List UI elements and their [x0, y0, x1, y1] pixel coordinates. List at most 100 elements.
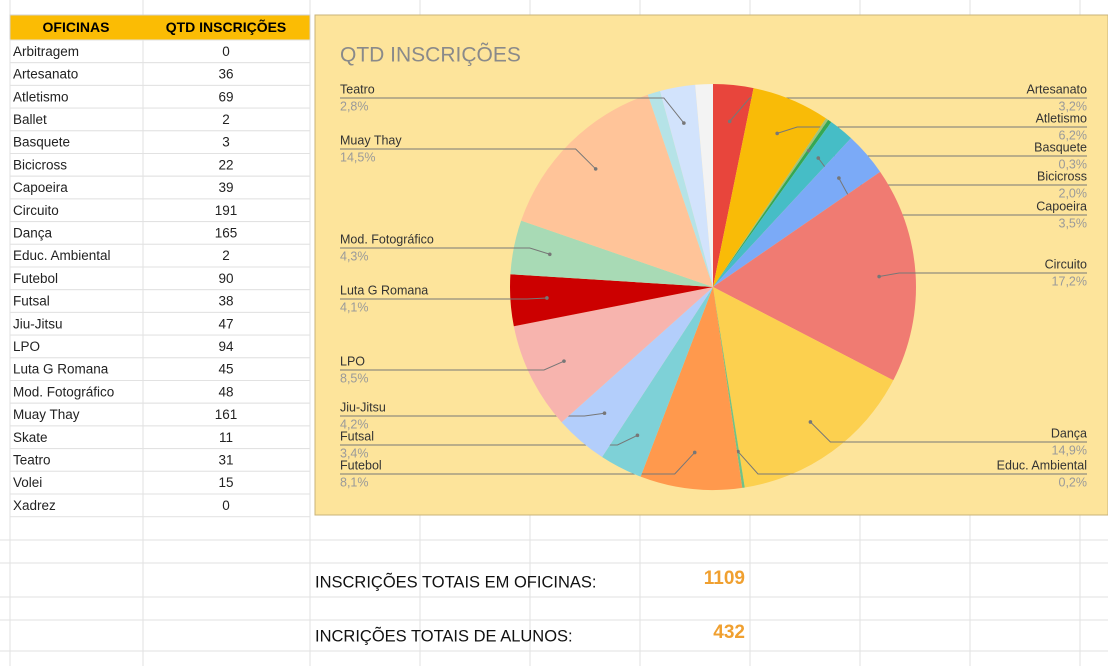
cell: 31	[218, 453, 233, 468]
slice-value-label: 8,1%	[340, 475, 369, 489]
leader-line	[340, 360, 565, 371]
cell: Futsal	[13, 294, 50, 309]
table-row	[9, 221, 311, 245]
slice-label: Muay Thay	[340, 133, 402, 147]
cell: Educ. Ambiental	[13, 248, 111, 263]
cell: Artesanato	[13, 67, 78, 82]
slice-value-label: 3,4%	[340, 446, 369, 460]
cell: Mod. Fotográfico	[13, 384, 114, 399]
slice-value-label: 2,8%	[340, 99, 369, 113]
leader-dot	[775, 131, 779, 136]
summary-label: INSCRIÇÕES TOTAIS EM OFICINAS:	[315, 571, 596, 591]
pie-slice	[602, 287, 713, 477]
cell: 39	[218, 180, 233, 195]
cell: Xadrez	[13, 498, 56, 513]
header-cell: OFICINAS	[43, 19, 110, 35]
slice-label: Basquete	[1034, 140, 1087, 154]
table-row	[9, 107, 311, 132]
cell: 3	[222, 135, 230, 150]
leader-dot	[545, 296, 549, 300]
leader-dot	[692, 450, 697, 455]
cell: Luta G Romana	[13, 362, 109, 377]
cell: LPO	[13, 339, 40, 354]
summary-value: 1109	[704, 568, 745, 589]
summary-value: 432	[713, 622, 745, 643]
pie-slice	[640, 287, 743, 490]
slice-value-label: 0,2%	[1059, 475, 1088, 489]
pie-slice	[713, 171, 916, 381]
pie-slice	[713, 84, 754, 287]
slice-value-label: 14,9%	[1052, 443, 1087, 457]
leader-dot	[562, 359, 566, 363]
leader-dot	[682, 121, 686, 125]
cell: 69	[218, 89, 233, 104]
cell: Capoeira	[13, 180, 68, 195]
slice-value-label: 4,1%	[340, 300, 369, 314]
leader-line	[810, 421, 1087, 443]
summary-label: INCRIÇÕES TOTAIS DE ALUNOS:	[315, 625, 573, 645]
slice-label: Bicicross	[1037, 169, 1087, 183]
slice-label: Artesanato	[1027, 82, 1088, 96]
pie-slice	[713, 122, 852, 287]
slice-label: LPO	[340, 354, 365, 368]
slice-value-label: 2,0%	[1059, 186, 1088, 200]
pie-slice	[713, 118, 829, 287]
slice-label: Mod. Fotográfico	[340, 232, 434, 246]
slice-value-label: 8,5%	[340, 371, 369, 385]
cell: 45	[218, 362, 233, 377]
header-cell: QTD INSCRIÇÕES	[166, 18, 287, 35]
pie-slice	[521, 94, 713, 287]
slice-value-label: 3,2%	[1059, 99, 1088, 113]
leader-line	[340, 452, 696, 475]
cell: Futebol	[13, 271, 58, 286]
table-row	[9, 448, 311, 472]
cell: 2	[222, 112, 230, 127]
slice-value-label: 3,5%	[1059, 216, 1088, 230]
cell: Jiu-Jitsu	[13, 316, 63, 331]
leader-line	[340, 297, 547, 300]
table-row	[9, 470, 311, 495]
pie-slice	[510, 220, 713, 287]
cell: Teatro	[13, 453, 51, 468]
cell: 94	[218, 339, 234, 354]
cell: 36	[218, 67, 233, 82]
pie-slice	[561, 287, 713, 458]
chart-title: QTD INSCRIÇÕES	[340, 43, 521, 67]
pie-slice	[713, 88, 827, 288]
leader-dot	[736, 449, 740, 454]
cell: 0	[222, 44, 230, 59]
slice-label: Educ. Ambiental	[997, 458, 1087, 472]
table-row	[9, 425, 311, 450]
cell: 2	[222, 248, 230, 263]
cell: 191	[215, 203, 238, 218]
leader-dot	[837, 176, 841, 180]
table-row	[9, 289, 311, 313]
slice-value-label: 4,3%	[340, 249, 369, 263]
leader-line	[879, 272, 1087, 278]
pie-slice	[510, 274, 713, 327]
pie-slice	[647, 91, 713, 287]
slice-label: Jiu-Jitsu	[340, 400, 386, 414]
cell: Dança	[13, 226, 53, 241]
slice-value-label: 14,5%	[340, 150, 375, 164]
cell: Skate	[13, 430, 48, 445]
leader-dot	[635, 433, 640, 438]
pie-slice	[660, 84, 713, 287]
slice-value-label: 17,2%	[1052, 274, 1087, 288]
slice-value-label: 4,2%	[340, 417, 369, 431]
slice-label: Atletismo	[1036, 111, 1087, 125]
leader-dot	[727, 119, 732, 124]
slice-label: Capoeira	[1036, 199, 1087, 213]
leader-dot	[547, 252, 552, 257]
table-header-bg	[9, 14, 311, 41]
cell: Muay Thay	[13, 407, 80, 422]
cell: 48	[218, 384, 233, 399]
table-row	[9, 334, 311, 359]
cell: Bicicross	[13, 157, 67, 172]
slice-label: Circuito	[1045, 257, 1087, 271]
leader-dot	[808, 420, 813, 424]
slice-label: Teatro	[340, 82, 375, 96]
slice-label: Futsal	[340, 429, 374, 443]
pie-slice	[713, 138, 881, 287]
